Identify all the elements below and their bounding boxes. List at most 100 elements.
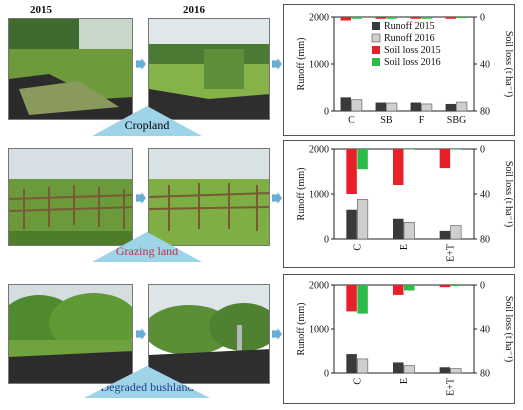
chart-bushland: 0 1000 2000 0 40 80 Runoff (mm) Soil loss (t ha… <box>296 281 514 396</box>
chart-cropland-frame: 0 1000 2000 0 40 80 Runoff (mm) Soil loss (t ha… <box>283 4 515 136</box>
bar-runoff-2015 <box>410 102 421 111</box>
bar-soil-loss-2016 <box>404 149 415 150</box>
bar-soil-loss-2015 <box>439 285 451 288</box>
bar-soil-loss-2016 <box>386 17 397 19</box>
bar-runoff-2015 <box>346 354 357 373</box>
legend-swatch <box>372 46 380 54</box>
bar-runoff-2016 <box>357 358 369 374</box>
y-tick-label-right: 80 <box>480 369 490 380</box>
bushland-photo-2016 <box>148 284 270 384</box>
x-tick-label: F <box>419 115 425 126</box>
bar-runoff-2015 <box>393 218 404 239</box>
legend-label: Runoff 2015 <box>384 21 435 32</box>
x-tick-label: E+T <box>446 378 457 396</box>
arrow-icon <box>272 328 282 340</box>
y-axis-label-left: Runoff (mm) <box>296 38 307 91</box>
x-tick-label: C <box>352 378 363 385</box>
y-tick-label-left: 1000 <box>309 60 329 71</box>
land-label-text: Degraded bushland <box>100 380 194 394</box>
bar-soil-loss-2016 <box>456 17 467 19</box>
legend-label: Runoff 2016 <box>384 33 435 44</box>
arrow-icon <box>136 192 146 204</box>
grazing-photo-2015 <box>8 148 133 246</box>
bar-runoff-2015 <box>375 102 386 111</box>
x-tick-label: E+T <box>446 244 457 262</box>
land-label-text: Cropland <box>124 118 170 132</box>
bar-soil-loss-2015 <box>346 149 357 194</box>
bar-soil-loss-2015 <box>393 149 404 185</box>
x-tick-label: C <box>348 115 355 126</box>
bar-soil-loss-2015 <box>375 17 386 19</box>
x-tick-label: SBG <box>447 115 466 126</box>
bar-soil-loss-2015 <box>445 17 456 19</box>
chart-grazing-frame: 0 1000 2000 0 40 80 Runoff (mm) Soil loss (t ha… <box>283 140 515 268</box>
y-tick-label-right: 40 <box>480 190 490 201</box>
y-tick-label-left: 0 <box>324 235 329 246</box>
bar-runoff-2016 <box>357 199 369 240</box>
chart-cropland: 0 1000 2000 0 40 80 Runoff (mm) Soil loss (t ha… <box>296 13 514 127</box>
legend-swatch <box>371 33 381 43</box>
bar-runoff-2015 <box>439 230 451 239</box>
bar-soil-loss-2015 <box>340 17 351 21</box>
bar-runoff-2015 <box>445 103 456 111</box>
bar-runoff-2016 <box>456 101 468 112</box>
land-label-text: Grazing land <box>115 244 179 258</box>
y-tick-label-right: 80 <box>480 235 490 246</box>
arrow-icon <box>272 58 282 70</box>
arrow-icon <box>272 192 282 204</box>
x-tick-label: E <box>399 244 410 250</box>
y-axis-label-right: Soil loss (t ha⁻¹) <box>503 31 514 97</box>
y-axis-label-right: Soil loss (t ha⁻¹) <box>503 161 514 227</box>
bar-soil-loss-2016 <box>351 17 362 19</box>
legend-swatch <box>372 58 380 66</box>
bar-runoff-2016 <box>386 102 398 112</box>
y-tick-label-left: 2000 <box>309 13 329 24</box>
year-2015-label: 2015 <box>30 4 52 16</box>
bar-runoff-2015 <box>340 97 351 111</box>
bar-soil-loss-2016 <box>450 149 462 150</box>
y-tick-label-left: 0 <box>324 369 329 380</box>
legend-label: Soil loss 2015 <box>384 45 441 56</box>
arrow-icon <box>136 328 146 340</box>
x-tick-label: C <box>352 244 363 251</box>
bar-soil-loss-2015 <box>346 285 357 312</box>
y-tick-label-right: 0 <box>480 281 485 292</box>
y-tick-label-right: 80 <box>480 107 490 118</box>
legend-label: Soil loss 2016 <box>384 57 441 68</box>
bar-soil-loss-2015 <box>393 285 404 295</box>
bar-runoff-2016 <box>450 368 462 374</box>
cropland-photo-2015 <box>8 18 133 120</box>
y-tick-label-left: 1000 <box>309 190 329 201</box>
bar-runoff-2016 <box>450 225 462 240</box>
bar-runoff-2016 <box>421 103 433 112</box>
y-tick-label-left: 2000 <box>309 281 329 292</box>
bushland-photo-2015 <box>8 284 133 384</box>
y-tick-label-right: 0 <box>480 145 485 156</box>
y-tick-label-right: 40 <box>480 325 490 336</box>
x-tick-label: SB <box>380 115 393 126</box>
y-tick-label-left: 2000 <box>309 145 329 156</box>
grazing-photo-2016 <box>148 148 270 246</box>
bar-runoff-2015 <box>393 362 404 373</box>
y-axis-label-left: Runoff (mm) <box>296 168 307 221</box>
bar-runoff-2016 <box>403 365 415 374</box>
bar-soil-loss-2016 <box>357 149 368 170</box>
bar-runoff-2015 <box>346 209 357 239</box>
bar-soil-loss-2015 <box>410 17 421 19</box>
y-tick-label-right: 40 <box>480 60 490 71</box>
bar-soil-loss-2016 <box>357 285 368 314</box>
bar-soil-loss-2015 <box>439 149 451 169</box>
bar-runoff-2016 <box>403 222 415 240</box>
legend-swatch <box>372 22 380 30</box>
chart-bushland-frame: 0 1000 2000 0 40 80 Runoff (mm) Soil loss (t ha… <box>283 274 515 404</box>
bar-runoff-2015 <box>439 367 451 373</box>
bar-soil-loss-2016 <box>421 17 432 19</box>
chart-grazing: 0 1000 2000 0 40 80 Runoff (mm) Soil loss (t ha… <box>296 145 514 262</box>
bar-soil-loss-2016 <box>404 285 415 291</box>
y-tick-label-right: 0 <box>480 13 485 24</box>
y-axis-label-right: Soil loss (t ha⁻¹) <box>503 296 514 362</box>
year-2016-label: 2016 <box>183 4 205 16</box>
y-tick-label-left: 1000 <box>309 325 329 336</box>
bar-soil-loss-2016 <box>450 285 462 287</box>
x-tick-label: E <box>399 378 410 384</box>
